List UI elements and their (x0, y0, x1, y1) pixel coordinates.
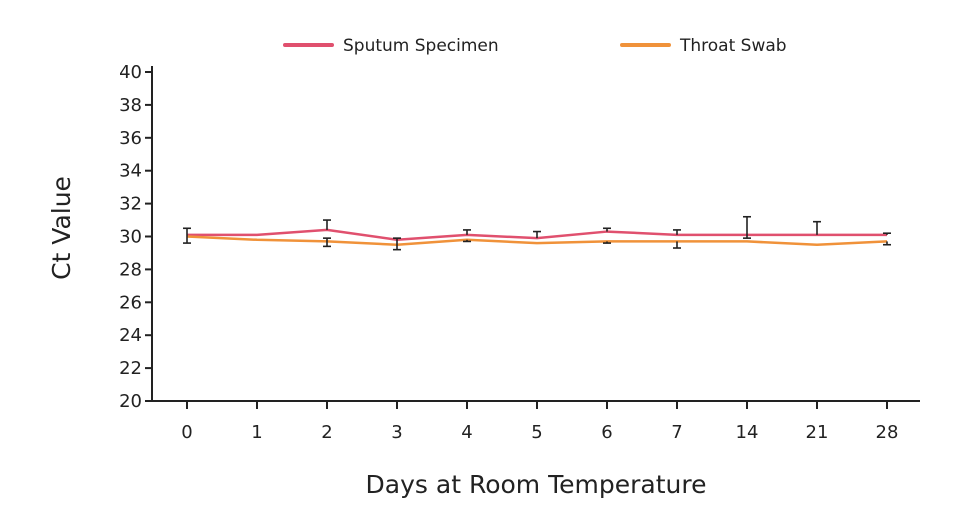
x-tick-label: 4 (461, 422, 472, 443)
error-bar (673, 241, 681, 249)
error-bar (463, 229, 471, 235)
y-tick-label: 36 (119, 128, 142, 149)
error-bar (883, 241, 891, 246)
x-tick-label: 14 (736, 422, 759, 443)
legend: Sputum Specimen Throat Swab (283, 36, 787, 56)
x-tick-label: 6 (601, 422, 612, 443)
y-tick-labels: 20 22 24 26 28 30 32 34 36 38 40 (119, 62, 142, 412)
error-bar (603, 241, 611, 244)
legend-item: Sputum Specimen (283, 36, 499, 56)
y-axis-title: Ct Value (47, 176, 76, 280)
y-tick-label: 26 (119, 292, 142, 313)
x-tick-label: 21 (806, 422, 829, 443)
y-tick-label: 24 (119, 325, 142, 346)
y-tick-label: 40 (119, 62, 142, 83)
x-tick-label: 1 (251, 422, 262, 443)
y-tick-label: 32 (119, 194, 142, 215)
x-tick-label: 3 (391, 422, 402, 443)
error-bar (183, 227, 191, 244)
x-tick-label: 28 (876, 422, 899, 443)
axes (145, 66, 920, 409)
error-bars (183, 215, 891, 251)
x-tick-labels: 0 1 2 3 4 5 6 7 14 21 28 (181, 422, 898, 443)
x-tick-label: 7 (671, 422, 682, 443)
error-bar (673, 229, 681, 235)
y-tick-label: 34 (119, 161, 142, 182)
y-tick-label: 38 (119, 95, 142, 116)
legend-item: Throat Swab (620, 36, 787, 56)
series-line-throat (186, 235, 888, 246)
error-bar (323, 219, 331, 230)
y-tick-label: 30 (119, 227, 142, 248)
error-bar (323, 237, 331, 248)
error-bar (603, 227, 611, 232)
error-bar (533, 230, 541, 239)
x-tick-label: 5 (531, 422, 542, 443)
x-tick-label: 2 (321, 422, 332, 443)
y-tick-label: 28 (119, 259, 142, 280)
error-bar (813, 220, 821, 235)
error-bar (883, 232, 891, 235)
x-axis-title: Days at Room Temperature (366, 470, 707, 499)
y-tick-label: 20 (119, 391, 142, 412)
error-bar (743, 215, 751, 239)
error-bar (393, 237, 401, 251)
legend-label: Sputum Specimen (343, 36, 499, 56)
y-tick-label: 22 (119, 358, 142, 379)
x-tick-label: 0 (181, 422, 192, 443)
error-bar (463, 239, 471, 243)
legend-label: Throat Swab (679, 36, 787, 56)
